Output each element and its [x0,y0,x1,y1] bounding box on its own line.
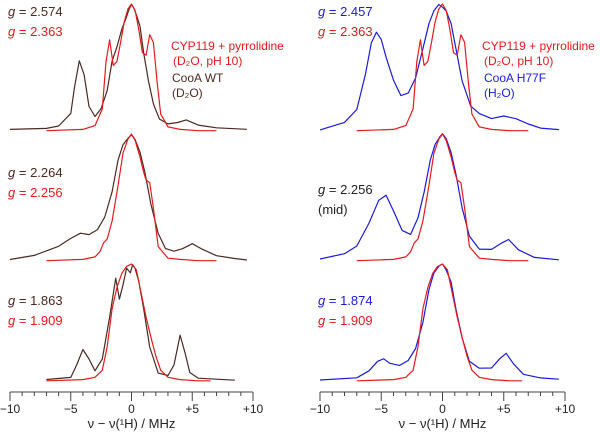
right-trace1-cooa-line [319,3,559,131]
left-legend-red-line2: (D₂O, pH 10) [173,54,242,68]
right-legend-blue-line1: CooA H77F [484,71,546,85]
spectra-traces [9,3,559,382]
right-trace1-g-red: g = 2.363 [318,24,373,39]
left-tick-label-pos5: +5 [185,402,199,416]
right-trace2-g-note: (mid) [318,202,348,217]
left-trace2-cyp119-line [46,133,217,262]
right-tick-label-neg10: −10 [310,402,331,416]
left-tick-label-0: 0 [128,402,135,416]
left-trace3-g-dark: g = 1.863 [8,293,63,308]
left-x-axis-label: ν − ν(¹H) / MHz [88,416,176,431]
left-tick-label-neg5: −5 [64,402,78,416]
left-tick-label-pos10: +10 [243,402,264,416]
left-trace1-cyp119-line [46,3,217,132]
left-x-ticks [9,392,254,401]
left-trace1-g-dark: g = 2.574 [8,4,63,19]
right-trace1-cyp119-line [356,3,529,132]
left-trace3-g-red: g = 1.909 [8,313,63,328]
right-trace2-cyp119-line [356,133,529,262]
left-trace1-g-red: g = 2.363 [8,24,63,39]
left-legend-dark-line1: CooA WT [172,71,224,85]
right-tick-label-neg5: −5 [374,402,388,416]
right-x-axis: −10 −5 0 +5 +10 ν − ν(¹H) / MHz [310,391,576,431]
left-legend-red-line1: CYP119 + pyrrolidine [171,39,284,53]
left-trace2-g-red: g = 2.256 [8,185,63,200]
right-trace3-cyp119-line [356,263,523,382]
right-legend-red-line1: CYP119 + pyrrolidine [482,39,595,53]
right-legend-blue-line2: (H₂O) [484,86,515,100]
left-trace3-cooa-line [46,264,235,381]
left-trace3-cyp119-line [46,263,211,382]
right-tick-label-0: 0 [439,402,446,416]
right-x-axis-label: ν − ν(¹H) / MHz [399,416,487,431]
right-trace3-g-dark: g = 1.874 [318,293,373,308]
left-x-axis: −10 −5 0 +5 +10 ν − ν(¹H) / MHz [0,391,264,431]
left-trace2-g-dark: g = 2.264 [8,165,63,180]
right-trace1-g-dark: g = 2.457 [318,4,373,19]
left-tick-label-neg10: −10 [0,402,21,416]
right-tick-label-pos10: +10 [555,402,576,416]
right-trace2-g-dark: g = 2.256 [318,182,373,197]
right-trace3-g-red: g = 1.909 [318,313,373,328]
right-x-ticks [319,392,566,401]
right-legend-red-line2: (D₂O, pH 10) [484,54,553,68]
left-legend-dark-line2: (D₂O) [172,86,203,100]
right-tick-label-pos5: +5 [497,402,511,416]
left-trace1-cooa-line [9,3,247,130]
